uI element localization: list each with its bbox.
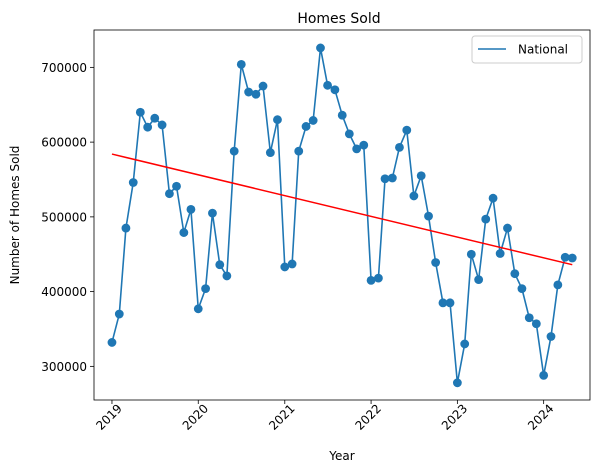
data-point (121, 223, 131, 233)
data-point (510, 269, 520, 279)
data-point (165, 189, 174, 199)
y-axis-label: Number of Homes Sold (8, 146, 22, 285)
data-point (201, 284, 210, 294)
legend: National (471, 35, 583, 64)
data-point (395, 142, 404, 152)
plot-area (107, 43, 577, 388)
data-point (251, 89, 261, 99)
data-point (294, 146, 304, 156)
y-tick-label: 400000 (41, 285, 87, 299)
data-point (460, 339, 470, 349)
data-point (344, 129, 354, 139)
y-tick-label: 300000 (41, 360, 87, 374)
data-point (186, 204, 196, 214)
data-point (560, 252, 570, 262)
data-point (402, 125, 412, 135)
data-point (495, 249, 505, 258)
plot-frame (93, 29, 591, 401)
data-point (374, 273, 383, 283)
data-point (143, 122, 153, 132)
data-point (229, 146, 239, 156)
data-point (445, 298, 455, 308)
data-point (208, 208, 217, 218)
data-point (466, 249, 476, 259)
legend-label-national: National (518, 43, 568, 57)
data-point (488, 193, 498, 203)
data-point (179, 228, 189, 237)
data-point (236, 59, 246, 69)
data-point (244, 87, 254, 97)
data-point (273, 115, 282, 125)
data-point (517, 284, 527, 294)
data-point (431, 258, 441, 267)
data-point (366, 276, 376, 285)
data-point (553, 280, 563, 290)
data-point (481, 214, 491, 224)
data-point (503, 223, 512, 233)
data-point (135, 107, 145, 117)
data-point (287, 259, 297, 269)
data-point (330, 85, 340, 95)
data-point (387, 173, 397, 183)
data-point (150, 113, 160, 123)
data-point (438, 298, 448, 308)
data-point (539, 370, 549, 380)
data-point (416, 171, 426, 181)
legend-frame (471, 35, 583, 64)
y-tick-label: 600000 (41, 136, 87, 150)
data-point (107, 338, 117, 347)
data-point (452, 378, 462, 388)
data-point (265, 148, 275, 157)
y-tick-label: 700000 (41, 61, 87, 75)
data-point (193, 304, 203, 314)
data-point (316, 43, 325, 53)
data-point (128, 178, 138, 187)
data-point (172, 181, 181, 191)
data-point (524, 313, 534, 323)
data-point (474, 275, 484, 285)
x-axis-label: Year (328, 449, 354, 463)
data-point (258, 81, 268, 91)
data-point (215, 260, 225, 270)
data-point (380, 174, 390, 184)
data-point (222, 271, 232, 281)
data-point (308, 116, 318, 125)
trend-line (111, 153, 573, 266)
data-point (531, 319, 541, 329)
data-point (114, 309, 124, 319)
data-point (280, 262, 290, 272)
data-point (359, 140, 369, 150)
data-point (567, 253, 577, 263)
y-axis-ticks: 300000 400000 500000 600000 700000 (41, 61, 94, 374)
y-tick-label: 500000 (41, 210, 87, 224)
data-point (337, 110, 347, 120)
data-point (424, 211, 433, 221)
data-point (546, 332, 556, 341)
data-point (352, 144, 362, 154)
data-point (323, 80, 332, 90)
chart-title: Homes Sold (297, 11, 380, 27)
data-point (409, 191, 419, 201)
data-point (301, 122, 311, 131)
data-point (157, 120, 167, 130)
